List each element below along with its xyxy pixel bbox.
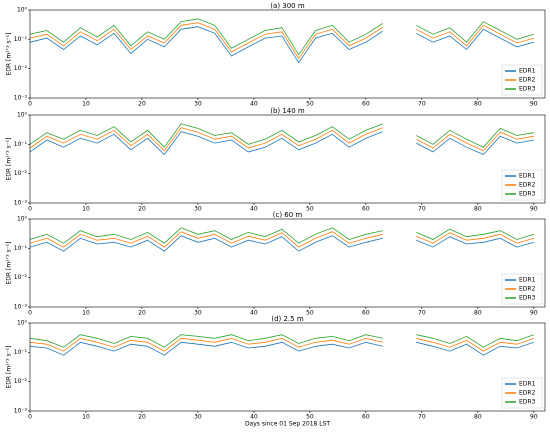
y-tick-label: 10⁻¹ [14,245,28,252]
y-axis-label: EDR [m²ᐟ³ s⁻¹] [6,33,13,76]
series-line [29,127,534,152]
x-tick-label: 30 [194,206,202,213]
series-line [29,235,534,252]
legend-label: EDR1 [519,381,536,388]
x-tick-label: 40 [250,101,258,108]
legend-label: EDR2 [519,390,536,397]
x-tick-label: 0 [28,206,32,213]
x-tick-label: 0 [28,310,32,317]
x-tick-label: 10 [82,310,90,317]
y-tick-label: 10⁻³ [14,200,28,207]
axes-frame [29,114,546,204]
y-tick-label: 10⁻³ [14,408,28,415]
legend-label: EDR2 [519,77,536,84]
x-tick-label: 50 [306,414,314,421]
y-tick-label: 10⁻² [14,65,28,72]
legend-label: EDR2 [519,286,536,293]
axes-frame [29,322,546,412]
x-tick-label: 30 [194,310,202,317]
legend-label: EDR1 [519,173,536,180]
axes-frame [29,9,546,99]
x-tick-label: 20 [138,206,146,213]
series-line [29,341,534,356]
x-tick-label: 60 [362,414,370,421]
x-tick-label: 80 [474,414,482,421]
x-tick-label: 60 [362,206,370,213]
y-tick-label: 10⁻³ [14,304,28,311]
legend-label: EDR3 [519,295,536,302]
x-tick-label: 20 [138,310,146,317]
x-tick-label: 20 [138,414,146,421]
series-line [29,334,534,348]
series-line [29,337,534,352]
x-tick-label: 50 [306,206,314,213]
legend-label: EDR2 [519,182,536,189]
y-tick-label: 10⁻¹ [14,141,28,148]
x-tick-label: 30 [194,101,202,108]
x-tick-label: 10 [82,101,90,108]
panel-title: (a) 300 m [270,2,305,10]
y-tick-label: 10⁻¹ [14,36,28,43]
y-tick-label: 10⁻¹ [14,349,28,356]
x-tick-label: 70 [418,414,426,421]
series-line [29,26,534,64]
x-tick-label: 90 [530,310,538,317]
x-tick-label: 50 [306,310,314,317]
x-tick-label: 40 [250,414,258,421]
x-tick-label: 70 [418,206,426,213]
x-tick-label: 90 [530,414,538,421]
series-line [29,131,534,156]
x-tick-label: 0 [28,101,32,108]
x-tick-label: 30 [194,414,202,421]
x-tick-label: 60 [362,101,370,108]
legend-label: EDR3 [519,399,536,406]
x-axis-label: Days since 01 Sep 2018 LST [245,421,330,428]
legend-label: EDR1 [519,277,536,284]
y-tick-label: 10⁰ [17,112,28,119]
x-tick-label: 50 [306,101,314,108]
y-tick-label: 10⁻² [14,274,28,281]
x-tick-label: 70 [418,310,426,317]
x-tick-label: 10 [82,414,90,421]
panel-title: (d) 2.5 m [271,315,303,323]
y-tick-label: 10⁻³ [14,95,28,102]
legend-label: EDR3 [519,86,536,93]
panel-title: (b) 140 m [270,107,305,115]
y-axis-label: EDR [m²ᐟ³ s⁻¹] [6,138,13,181]
y-tick-label: 10⁻² [14,378,28,385]
y-tick-label: 10⁰ [17,320,28,327]
axes-frame [29,218,546,308]
x-tick-label: 90 [530,101,538,108]
x-tick-label: 20 [138,101,146,108]
y-axis-label: EDR [m²ᐟ³ s⁻¹] [6,346,13,389]
series-line [29,123,534,148]
x-tick-label: 70 [418,101,426,108]
x-tick-label: 40 [250,310,258,317]
x-tick-label: 40 [250,206,258,213]
x-tick-label: 60 [362,310,370,317]
y-axis-label: EDR [m²ᐟ³ s⁻¹] [6,242,13,285]
x-tick-label: 0 [28,414,32,421]
series-line [29,22,534,60]
y-tick-label: 10⁰ [17,7,28,14]
x-tick-label: 80 [474,101,482,108]
y-tick-label: 10⁰ [17,216,28,223]
x-tick-label: 80 [474,206,482,213]
y-tick-label: 10⁻² [14,170,28,177]
legend-label: EDR3 [519,191,536,198]
x-tick-label: 80 [474,310,482,317]
x-tick-label: 10 [82,206,90,213]
series-line [29,227,534,244]
x-tick-label: 90 [530,206,538,213]
panel-title: (c) 60 m [273,211,303,219]
series-line [29,18,534,56]
series-line [29,231,534,248]
legend-label: EDR1 [519,68,536,75]
